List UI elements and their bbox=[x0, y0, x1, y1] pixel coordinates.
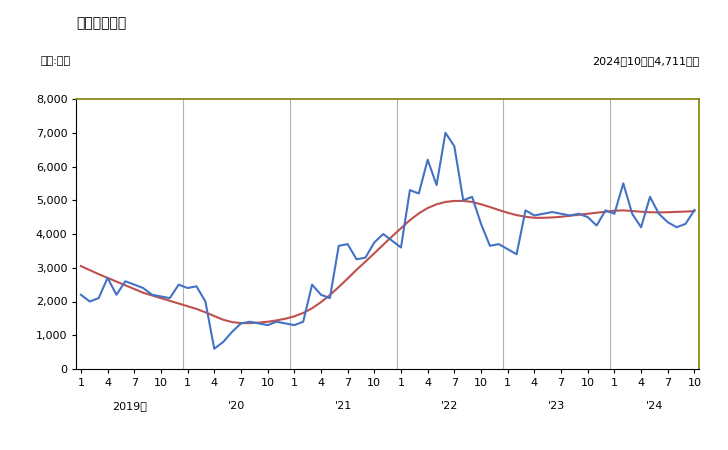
Text: '20: '20 bbox=[228, 401, 245, 411]
Text: '23: '23 bbox=[548, 401, 565, 411]
Text: '22: '22 bbox=[441, 401, 459, 411]
Text: 2019年: 2019年 bbox=[112, 401, 147, 411]
Text: '21: '21 bbox=[335, 401, 352, 411]
Text: 2024年10月：4,711億円: 2024年10月：4,711億円 bbox=[592, 56, 699, 66]
Text: 単位:億円: 単位:億円 bbox=[40, 56, 70, 66]
Text: 輸入額の推移: 輸入額の推移 bbox=[76, 16, 127, 30]
Text: '24: '24 bbox=[646, 401, 663, 411]
